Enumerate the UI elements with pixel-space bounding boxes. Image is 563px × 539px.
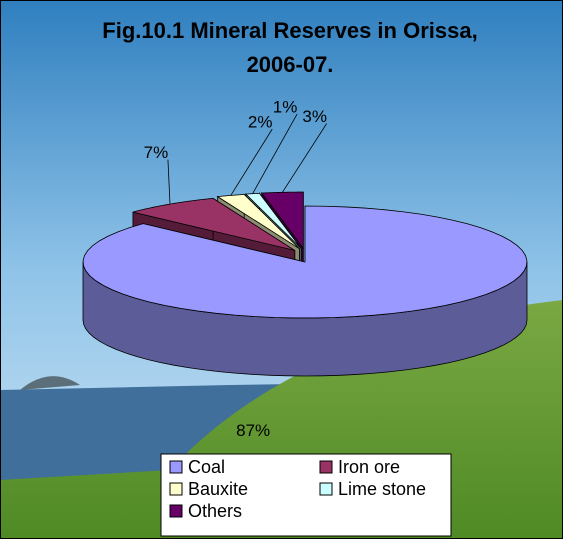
legend-label: Lime stone <box>338 479 426 499</box>
data-label: 3% <box>302 107 327 126</box>
data-label: 2% <box>248 113 273 132</box>
data-label: 1% <box>273 97 298 116</box>
legend-label: Coal <box>188 457 225 477</box>
legend-swatch <box>170 483 182 495</box>
legend-label: Iron ore <box>338 457 400 477</box>
data-label: 87% <box>236 421 270 440</box>
legend-label: Others <box>188 501 242 521</box>
chart-title: Fig.10.1 Mineral Reserves in Orissa, 200… <box>80 14 500 82</box>
legend-swatch <box>170 461 182 473</box>
legend-swatch <box>320 483 332 495</box>
legend: Coal Iron ore Bauxite Lime stone Others <box>161 454 451 536</box>
page: 87% 7% 2%1%3% Coal Iron ore Bauxite Lime ston… <box>0 0 563 539</box>
legend-label: Bauxite <box>188 479 248 499</box>
legend-swatch <box>170 505 182 517</box>
legend-swatch <box>320 461 332 473</box>
data-label: 7% <box>144 143 169 162</box>
